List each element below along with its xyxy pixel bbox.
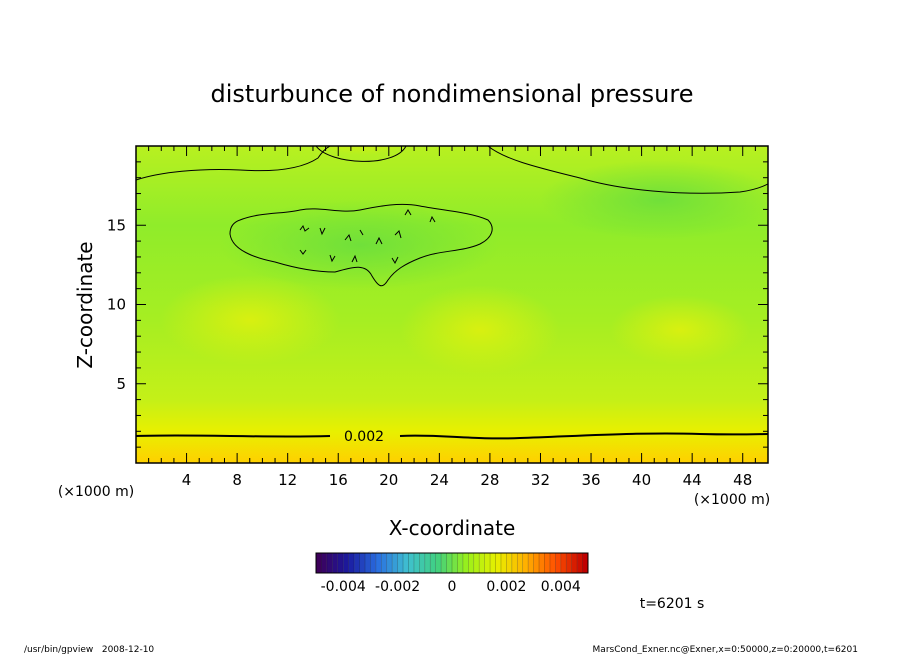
colorbar-segment — [462, 553, 469, 573]
colorbar-tick-label: 0.004 — [541, 579, 581, 595]
colorbar-segment — [321, 553, 327, 573]
contour-line — [299, 209, 436, 265]
colorbar-segment — [364, 553, 371, 573]
x-axis-label: X-coordinate — [389, 516, 516, 540]
colorbar-segment — [571, 553, 578, 573]
colorbar-segment — [332, 553, 338, 573]
colorbar-segment — [473, 553, 480, 573]
x-tick-label: 16 — [329, 471, 348, 489]
colorbar-segment — [435, 553, 442, 573]
colorbar-segment — [430, 553, 436, 573]
x-tick-label: 24 — [430, 471, 449, 489]
contour-line — [229, 203, 493, 287]
x-tick-label: 32 — [531, 471, 550, 489]
heatmap-green-region — [540, 160, 768, 240]
colorbar-segment — [582, 553, 588, 573]
heatmap-warm-top — [292, 146, 432, 191]
colorbar-segment — [506, 553, 512, 573]
colorbar-tick-label: -0.004 — [321, 579, 366, 595]
heatmap-green-region — [220, 200, 500, 290]
heatmap-yellow-region — [160, 275, 340, 365]
contour-line — [487, 146, 768, 194]
chart-title: disturbunce of nondimensional pressure — [211, 80, 694, 108]
colorbar-segment — [343, 553, 349, 573]
colorbar-segment — [490, 553, 496, 573]
colorbar-tick-label: -0.002 — [375, 579, 420, 595]
x-tick-label: 4 — [182, 471, 192, 489]
colorbar-segment — [500, 553, 507, 573]
colorbar-segment — [484, 553, 491, 573]
colorbar-tick-labels: -0.004 -0.002 0 0.002 0.004 — [321, 579, 581, 595]
colorbar-segment — [479, 553, 485, 573]
colorbar-segment — [326, 553, 333, 573]
y-tick-label: 15 — [107, 216, 126, 234]
colorbar-segment — [533, 553, 540, 573]
x-axis-tick-labels: 4 8 12 16 20 24 28 32 36 40 44 48 — [182, 471, 752, 489]
x-tick-label: 36 — [581, 471, 600, 489]
colorbar-segment — [511, 553, 518, 573]
x-tick-label: 8 — [232, 471, 242, 489]
colorbar-segment — [577, 553, 583, 573]
colorbar-segment — [495, 553, 501, 573]
x-tick-label: 40 — [632, 471, 651, 489]
colorbar-segment — [522, 553, 529, 573]
y-axis-tick-labels: 5 10 15 — [107, 216, 126, 393]
x-tick-label: 48 — [733, 471, 752, 489]
colorbar-segment — [560, 553, 567, 573]
colorbar-segment — [316, 553, 322, 573]
x-tick-label: 28 — [480, 471, 499, 489]
colorbar-segment — [555, 553, 561, 573]
y-tick-label: 5 — [116, 375, 126, 393]
footer-right: MarsCond_Exner.nc@Exner,x=0:50000,z=0:20… — [593, 645, 858, 654]
colorbar-segment — [397, 553, 404, 573]
time-label: t=6201 s — [640, 596, 705, 612]
colorbar-segment — [413, 553, 420, 573]
plot-area — [136, 146, 768, 463]
colorbar-segment — [337, 553, 344, 573]
colorbar-segment — [441, 553, 447, 573]
contour-line — [315, 146, 407, 162]
x-tick-label: 12 — [278, 471, 297, 489]
y-axis-label: Z-coordinate — [73, 241, 97, 368]
colorbar-segment — [528, 553, 534, 573]
x-tick-label: 20 — [379, 471, 398, 489]
footer-left: /usr/bin/gpview 2008-12-10 — [24, 645, 154, 654]
colorbar-frame — [315, 552, 589, 574]
colorbar-segment — [468, 553, 474, 573]
colorbar — [315, 553, 588, 573]
colorbar-segment — [419, 553, 425, 573]
x-unit-right: (×1000 m) — [694, 492, 770, 508]
y-tick-label: 10 — [107, 296, 126, 314]
colorbar-segment — [539, 553, 545, 573]
colorbar-segment — [354, 553, 360, 573]
colorbar-tick-label: 0.002 — [486, 579, 526, 595]
heatmap-yellow-region — [400, 285, 560, 375]
colorbar-segment — [375, 553, 382, 573]
x-axis-ticks — [135, 146, 769, 463]
colorbar-segment — [348, 553, 355, 573]
colorbar-segment — [392, 553, 398, 573]
contour-label: 0.002 — [344, 429, 384, 445]
colorbar-segment — [386, 553, 393, 573]
colorbar-segment — [381, 553, 387, 573]
colorbar-segment — [424, 553, 431, 573]
colorbar-segment — [517, 553, 523, 573]
contour-line-0.002 — [136, 432, 768, 440]
x-unit-left: (×1000 m) — [58, 484, 134, 500]
colorbar-segment — [446, 553, 452, 573]
colorbar-tick-label: 0 — [448, 579, 457, 595]
colorbar-segment — [549, 553, 556, 573]
colorbar-segment — [403, 553, 409, 573]
colorbar-segment — [566, 553, 572, 573]
colorbar-segment — [408, 553, 414, 573]
colorbar-segment — [457, 553, 463, 573]
colorbar-segment — [370, 553, 376, 573]
colorbar-segment — [359, 553, 365, 573]
colorbar-segment — [544, 553, 550, 573]
x-tick-label: 44 — [683, 471, 702, 489]
heatmap-yellow-region — [610, 295, 750, 365]
y-axis-ticks — [136, 145, 768, 464]
colorbar-segment — [452, 553, 458, 573]
